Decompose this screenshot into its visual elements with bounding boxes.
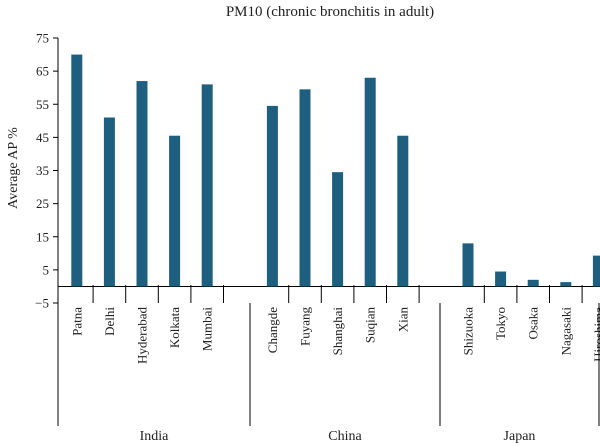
- x-tick-label: Hyderabad: [135, 307, 150, 365]
- x-tick-label: Osaka: [526, 307, 541, 340]
- bar-fuyang: [299, 89, 311, 287]
- group-label-japan: Japan: [504, 429, 536, 444]
- y-tick-label: −5: [35, 296, 49, 311]
- bar-xian: [397, 135, 409, 287]
- bar-shizuoka: [462, 243, 474, 287]
- x-tick-label: Shizuoka: [461, 307, 476, 356]
- chart-title: PM10 (chronic bronchitis in adult): [226, 4, 434, 20]
- y-tick-label: 75: [36, 31, 49, 46]
- plot-area: 75 65 55 45 35 25 15 5 −5 Patna Delhi Hyderabad Kolk…: [35, 31, 600, 444]
- x-tick-label: Suqian: [363, 307, 378, 344]
- bar-hiroshima: [592, 255, 600, 287]
- y-tick-label: 55: [36, 97, 49, 112]
- group-label-china: China: [328, 429, 362, 444]
- bar-nagasaki: [560, 282, 572, 287]
- x-tick-label: Tokyo: [493, 307, 508, 340]
- group-label-india: India: [140, 429, 170, 444]
- y-tick-label: 15: [36, 229, 49, 244]
- bar-osaka: [527, 279, 539, 287]
- y-tick-label: 5: [43, 262, 50, 277]
- bar-delhi: [103, 117, 115, 287]
- x-tick-label: Hiroshima: [591, 307, 600, 362]
- bar-shanghai: [332, 172, 344, 287]
- x-tick-label: Patna: [69, 307, 84, 336]
- x-tick-label: Fuyang: [298, 307, 313, 347]
- x-tick-label: Nagasaki: [558, 307, 573, 356]
- bar-mumbai: [201, 84, 213, 287]
- bar-kolkata: [169, 135, 181, 287]
- y-tick-label: 65: [36, 64, 49, 79]
- bar-hyderabad: [136, 81, 148, 287]
- bar-patna: [71, 54, 83, 287]
- bar-suqian: [364, 77, 376, 287]
- y-axis-label: Average AP %: [6, 127, 21, 209]
- y-tick-label: 45: [36, 130, 49, 145]
- y-tick-label: 25: [36, 196, 49, 211]
- bar-changde: [266, 105, 278, 287]
- x-tick-label: Xian: [395, 307, 410, 333]
- x-tick-label: Kolkata: [167, 307, 182, 348]
- y-tick-label: 35: [36, 163, 49, 178]
- x-tick-label: Mumbai: [200, 307, 215, 351]
- x-tick-label: Delhi: [102, 307, 117, 336]
- x-tick-label: Shanghai: [330, 307, 345, 356]
- bar-tokyo: [495, 271, 507, 287]
- x-tick-label: Changde: [265, 307, 280, 353]
